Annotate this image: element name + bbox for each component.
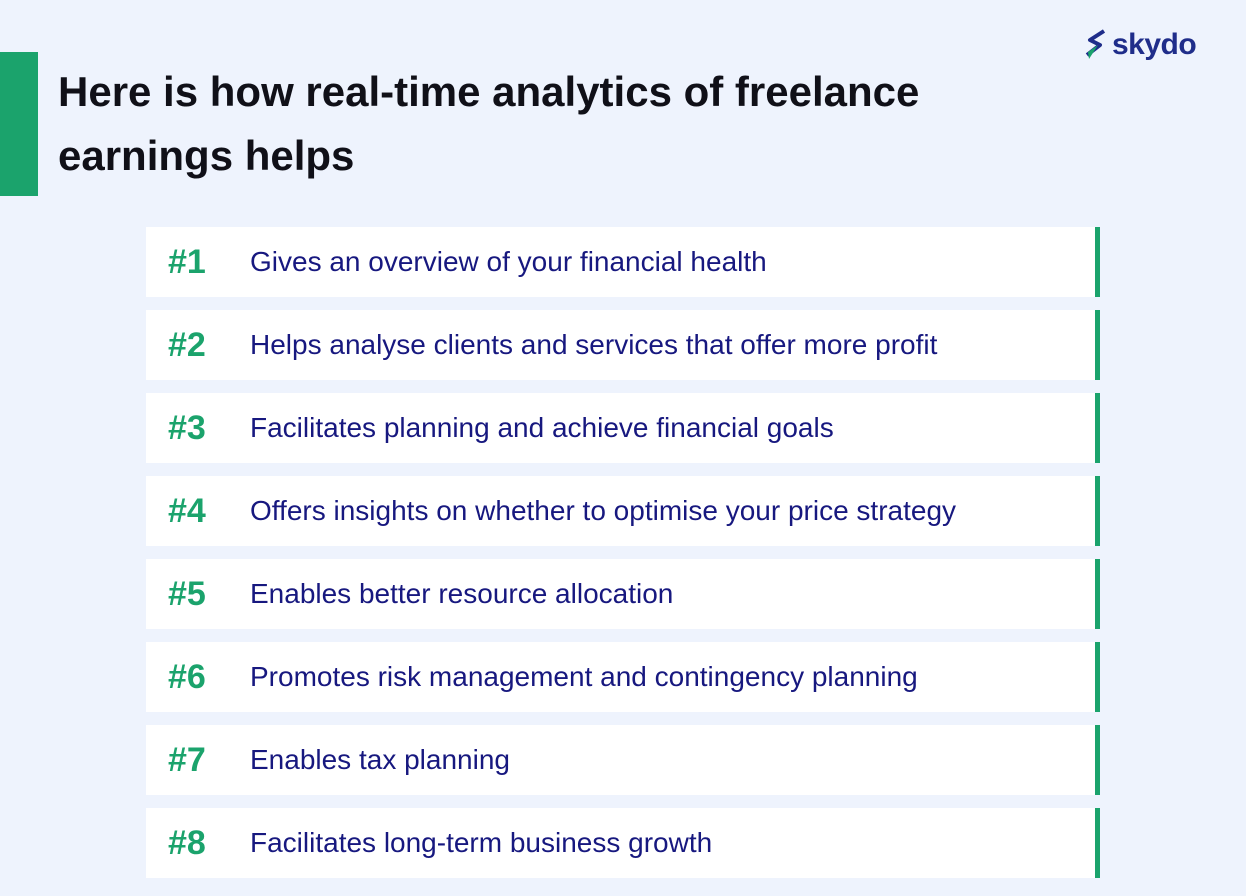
list-item: #1 Gives an overview of your financial he… xyxy=(146,227,1100,297)
list-item: #4 Offers insights on whether to optimise… xyxy=(146,476,1100,546)
item-text: Helps analyse clients and services that … xyxy=(250,329,938,360)
item-text: Facilitates long-term business growth xyxy=(250,827,713,858)
item-text: Facilitates planning and achieve financi… xyxy=(250,412,834,443)
item-text: Gives an overview of your financial heal… xyxy=(250,246,767,277)
item-text: Enables better resource allocation xyxy=(250,578,674,609)
item-number: #5 xyxy=(168,574,206,613)
list-item: #2 Helps analyse clients and services tha… xyxy=(146,310,1100,380)
list-item: #7 Enables tax planning xyxy=(146,725,1100,795)
item-number: #2 xyxy=(168,325,206,364)
item-text: Enables tax planning xyxy=(250,744,510,775)
item-number: #4 xyxy=(168,491,206,530)
item-number: #8 xyxy=(168,823,206,862)
list-item: #3 Facilitates planning and achieve finan… xyxy=(146,393,1100,463)
list-item: #8 Facilitates long-term business growth xyxy=(146,808,1100,878)
item-number: #3 xyxy=(168,408,206,447)
item-list: #1 Gives an overview of your financial he… xyxy=(146,227,1100,891)
logo-icon xyxy=(1085,29,1106,59)
item-text: Promotes risk management and contingency… xyxy=(250,661,918,692)
list-item: #6 Promotes risk management and contingen… xyxy=(146,642,1100,712)
item-number: #6 xyxy=(168,657,206,696)
item-number: #1 xyxy=(168,242,206,281)
logo: skydo xyxy=(1084,28,1197,62)
item-text: Offers insights on whether to optimise y… xyxy=(250,495,957,526)
item-number: #7 xyxy=(168,740,206,779)
list-item: #5 Enables better resource allocation xyxy=(146,559,1100,629)
logo-text: skydo xyxy=(1112,28,1197,61)
title: Here is how real-time analytics of freel… xyxy=(58,68,920,179)
accent-bar xyxy=(0,52,38,196)
